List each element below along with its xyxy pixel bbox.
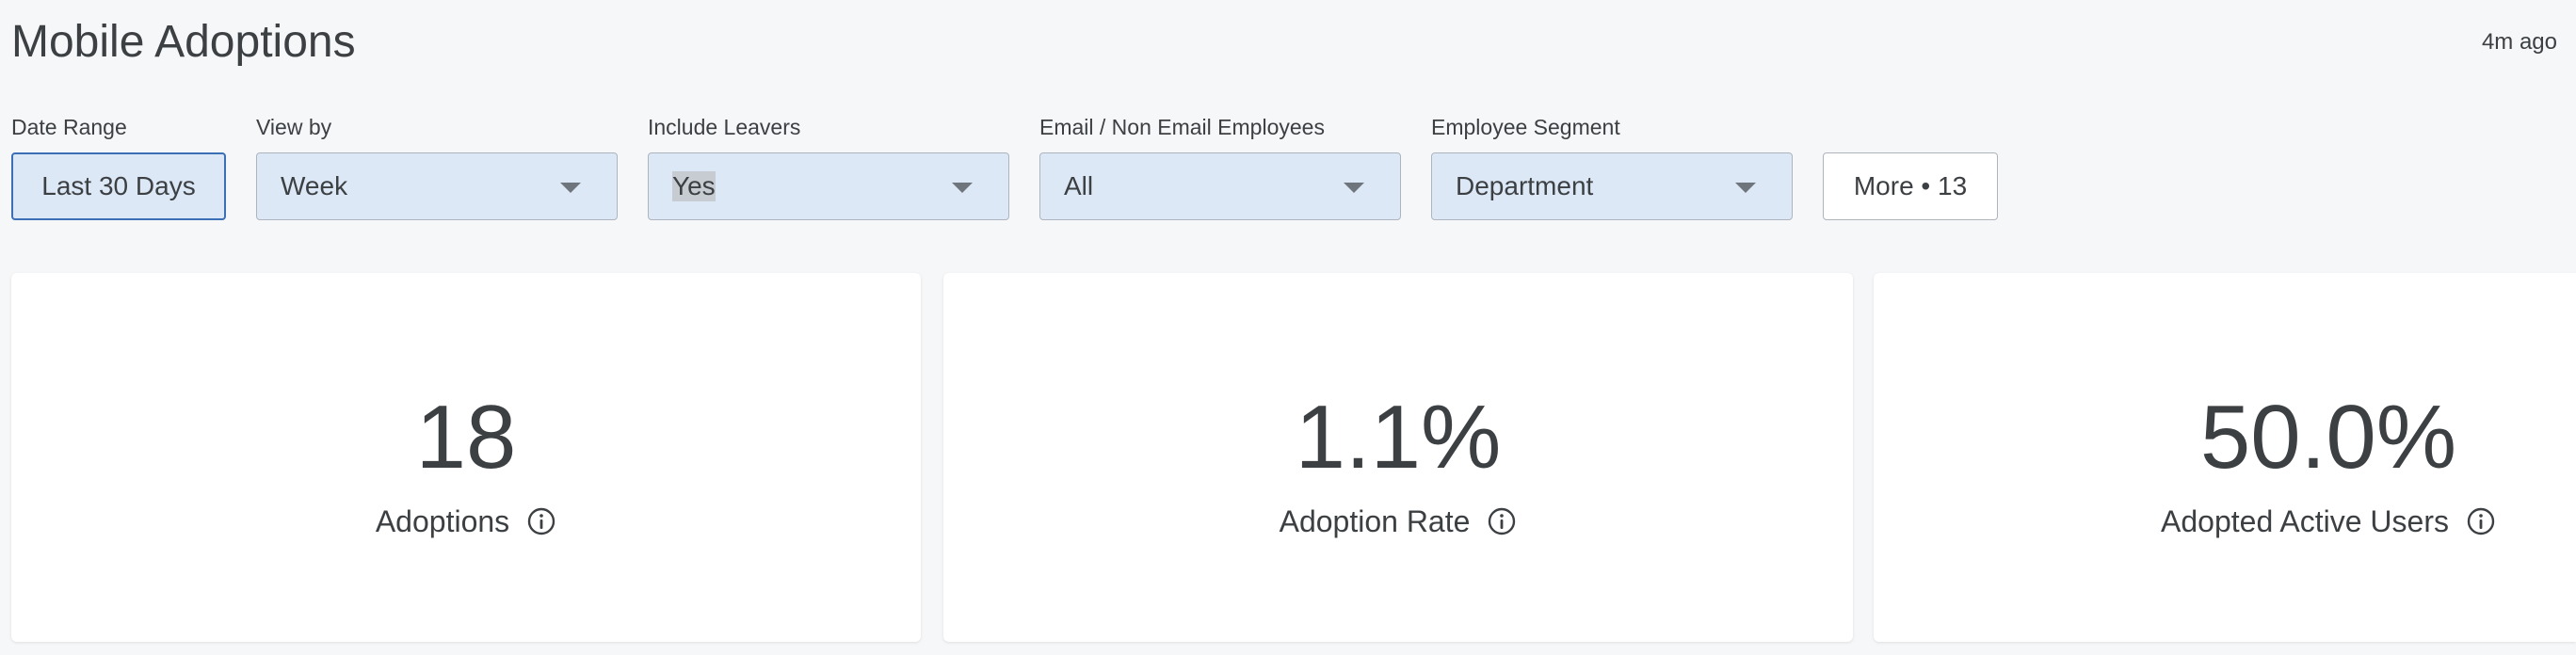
include-leavers-label: Include Leavers bbox=[648, 115, 801, 139]
include-leavers-select[interactable]: Yes bbox=[648, 152, 1009, 220]
info-icon[interactable] bbox=[1487, 506, 1517, 536]
kpi-value: 18 bbox=[415, 387, 517, 487]
employee-segment-label: Employee Segment bbox=[1431, 115, 1620, 139]
kpi-label: Adoptions bbox=[375, 504, 510, 538]
view-by-select[interactable]: Week bbox=[256, 152, 618, 220]
kpi-card-adopted-active-users: 50.0% Adopted Active Users bbox=[1874, 273, 2576, 642]
date-range-value: Last 30 Days bbox=[41, 171, 196, 200]
info-icon[interactable] bbox=[2466, 506, 2496, 536]
kpi-label: Adoption Rate bbox=[1279, 504, 1471, 538]
view-by-label: View by bbox=[256, 115, 332, 139]
more-filters-label: More • 13 bbox=[1853, 171, 1968, 200]
caret-down-icon bbox=[952, 183, 973, 193]
date-range-button[interactable]: Last 30 Days bbox=[11, 152, 226, 220]
more-filters-button[interactable]: More • 13 bbox=[1823, 152, 1998, 220]
email-employees-label: Email / Non Email Employees bbox=[1039, 115, 1325, 139]
kpi-label-row: Adoptions bbox=[11, 503, 921, 540]
caret-down-icon bbox=[1344, 183, 1364, 193]
view-by-value: Week bbox=[281, 171, 348, 200]
kpi-label: Adopted Active Users bbox=[2161, 504, 2449, 538]
last-updated: 4m ago bbox=[2481, 29, 2557, 55]
email-employees-value: All bbox=[1064, 171, 1094, 200]
include-leavers-value: Yes bbox=[672, 171, 716, 201]
kpi-value: 50.0% bbox=[2199, 387, 2457, 487]
kpi-card-adoptions: 18 Adoptions bbox=[11, 273, 921, 642]
kpi-value: 1.1% bbox=[1295, 387, 1502, 487]
employee-segment-value: Department bbox=[1456, 171, 1594, 200]
employee-segment-select[interactable]: Department bbox=[1431, 152, 1793, 220]
page-title: Mobile Adoptions bbox=[11, 17, 356, 67]
date-range-label: Date Range bbox=[11, 115, 127, 139]
info-icon[interactable] bbox=[526, 506, 556, 536]
caret-down-icon bbox=[560, 183, 581, 193]
kpi-label-row: Adopted Active Users bbox=[1874, 503, 2576, 540]
kpi-label-row: Adoption Rate bbox=[943, 503, 1853, 540]
caret-down-icon bbox=[1735, 183, 1756, 193]
kpi-card-adoption-rate: 1.1% Adoption Rate bbox=[943, 273, 1853, 642]
email-employees-select[interactable]: All bbox=[1039, 152, 1401, 220]
